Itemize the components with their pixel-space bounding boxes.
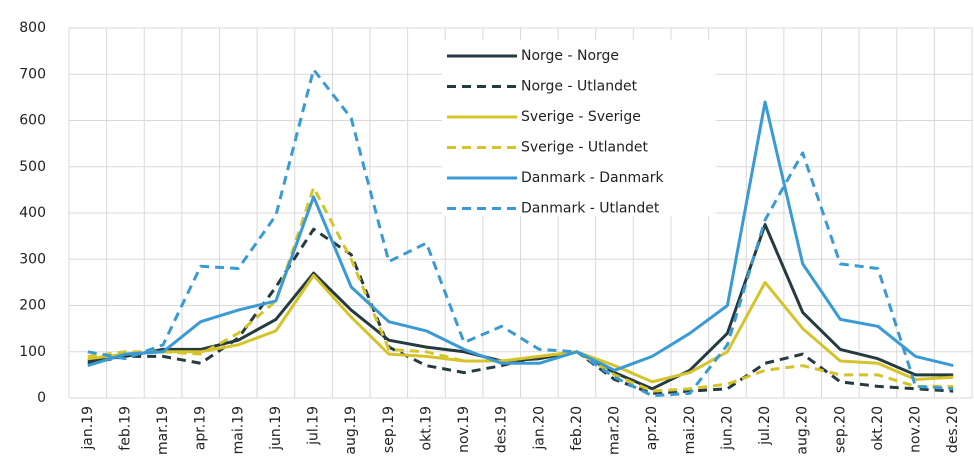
x-tick-label: des.20	[945, 406, 961, 453]
x-tick-label: jan.20	[531, 406, 547, 451]
x-tick-label: des.19	[494, 406, 510, 453]
x-tick-label: apr.19	[193, 406, 209, 450]
y-tick-label: 400	[19, 205, 46, 221]
legend-label: Danmark - Danmark	[521, 170, 664, 186]
legend-label: Sverige - Sverige	[521, 109, 641, 125]
x-tick-label: feb.19	[117, 406, 133, 451]
legend: Norge - Norge Norge - Utlandet Sverige - S…	[442, 40, 716, 217]
y-tick-label: 500	[19, 159, 46, 175]
series-line	[87, 227, 954, 395]
series-line	[87, 100, 954, 372]
x-tick-label: jun.20	[719, 406, 735, 451]
x-tick-label: apr.20	[644, 406, 660, 450]
x-tick-label: feb.20	[569, 406, 585, 451]
y-tick-label: 700	[19, 66, 46, 82]
series-line	[87, 68, 954, 398]
y-tick-label: 600	[19, 113, 46, 129]
x-tick-label: sep.20	[832, 406, 848, 453]
x-tick-label: mar.19	[155, 406, 171, 455]
x-tick-label: jul.20	[757, 406, 773, 446]
y-tick-label: 100	[19, 344, 46, 360]
legend-box	[442, 40, 716, 216]
x-tick-label: jun.19	[268, 406, 284, 451]
x-tick-label: aug.20	[795, 406, 811, 455]
x-tick-label: mar.20	[607, 406, 623, 455]
x-tick-label: aug.19	[343, 406, 359, 455]
legend-label: Sverige - Utlandet	[521, 140, 648, 156]
x-tick-label: nov.20	[908, 406, 924, 453]
y-tick-label: 300	[19, 251, 46, 267]
x-tick-label: okt.20	[870, 406, 886, 450]
x-tick-label: jul.19	[306, 406, 322, 446]
series-line	[87, 186, 954, 393]
x-tick-label: sep.19	[381, 406, 397, 453]
legend-label: Norge - Utlandet	[521, 79, 638, 95]
y-tick-label: 0	[37, 390, 46, 406]
x-tick-label: okt.19	[418, 406, 434, 450]
legend-label: Norge - Norge	[521, 48, 619, 64]
x-tick-label: nov.19	[456, 406, 472, 453]
x-tick-label: jan.19	[80, 406, 96, 451]
y-tick-label: 200	[19, 298, 46, 314]
legend-label: Danmark - Utlandet	[521, 201, 660, 217]
y-tick-label: 800	[19, 20, 46, 36]
x-tick-label: mai.20	[682, 406, 698, 454]
x-tick-label: mai.19	[230, 406, 246, 454]
